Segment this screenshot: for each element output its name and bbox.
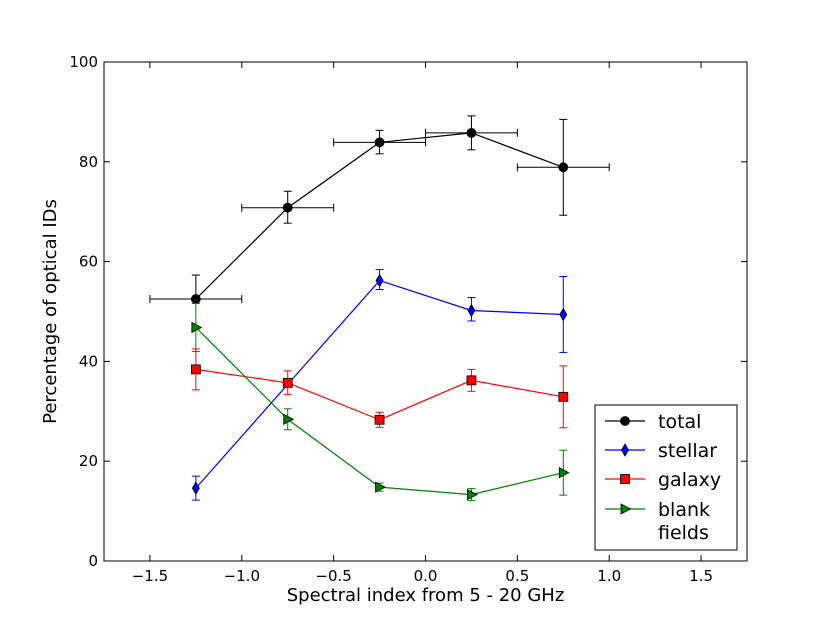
legend-marker (621, 443, 629, 457)
x-tick-label: −1.5 (132, 567, 168, 585)
legend-label-line: total (658, 411, 701, 433)
y-tick-label: 0 (88, 552, 98, 570)
x-tick-label: −1.0 (224, 567, 260, 585)
data-point (558, 467, 570, 479)
x-axis-label: Spectral index from 5 - 20 GHz (287, 585, 565, 606)
data-point (282, 202, 293, 213)
x-tick-label: 0.0 (414, 567, 438, 585)
x-tick-label: 0.5 (505, 567, 529, 585)
data-point (191, 321, 203, 334)
series-2 (190, 348, 569, 429)
y-tick-label: 60 (79, 253, 98, 271)
legend-label-line: fields (658, 522, 709, 544)
data-point (559, 307, 568, 322)
legend-label: stellar (658, 440, 717, 462)
legend-label: galaxy (658, 469, 721, 491)
data-point (467, 303, 476, 318)
data-point (558, 162, 569, 173)
y-tick-label: 40 (79, 352, 98, 370)
data-point (466, 375, 477, 386)
data-point (374, 137, 385, 148)
data-point (375, 481, 386, 493)
legend-label-line: galaxy (658, 469, 721, 491)
data-point (190, 364, 201, 375)
legend-label-line: stellar (658, 440, 717, 462)
data-point (282, 377, 293, 388)
y-tick-label: 80 (79, 153, 98, 171)
y-axis-label: Percentage of optical IDs (40, 199, 61, 424)
y-tick-label: 20 (79, 452, 98, 470)
legend-marker (620, 503, 632, 515)
x-tick-label: 1.0 (597, 567, 621, 585)
legend-label: blank fields (658, 499, 710, 544)
axes-frame (103, 61, 748, 562)
x-tick-label: 1.5 (689, 567, 713, 585)
x-axis-ticks: −1.5 −1.0 −0.5 0.0 0.5 1.0 1.5 (132, 62, 713, 585)
series-0 (149, 115, 610, 304)
legend-box (594, 404, 738, 551)
legend-item: blank fields (605, 499, 710, 544)
legend: total stellar galaxy blank fields (594, 404, 738, 551)
data-point (190, 294, 201, 304)
legend-marker (620, 474, 630, 484)
data-point (191, 481, 200, 495)
data-point (467, 488, 478, 501)
y-tick-label: 100 (69, 53, 98, 71)
data-point (283, 413, 295, 425)
legend-item: total (605, 411, 701, 433)
x-tick-label: −0.5 (315, 567, 351, 585)
legend-label: total (658, 411, 701, 433)
series-3 (191, 303, 570, 502)
data-point (375, 273, 384, 288)
data-point (466, 127, 477, 138)
data-point (558, 391, 569, 402)
legend-marker (620, 416, 630, 426)
legend-label-line: blank (658, 499, 710, 521)
legend-item: stellar (605, 440, 717, 462)
data-point (374, 414, 385, 425)
plot-area (149, 115, 610, 502)
legend-item: galaxy (605, 469, 721, 491)
